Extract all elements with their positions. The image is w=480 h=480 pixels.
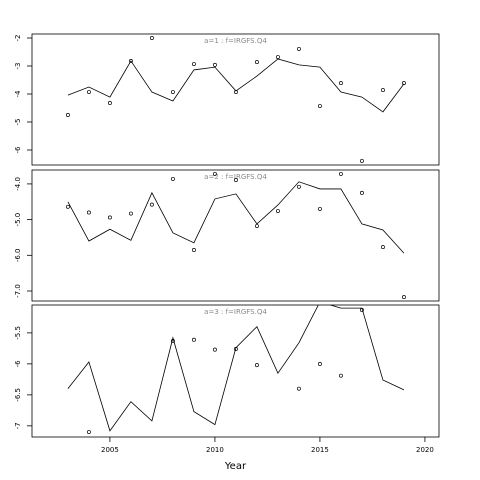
data-point (149, 202, 154, 207)
data-point (275, 209, 280, 213)
panel-frame (31, 33, 440, 166)
plot-area (67, 305, 405, 434)
data-point (191, 248, 196, 252)
data-point (191, 337, 196, 342)
data-point (233, 347, 238, 351)
data-point (107, 101, 112, 105)
data-point (317, 104, 322, 108)
data-point (401, 295, 406, 300)
data-point (359, 158, 364, 163)
data-point (86, 210, 91, 215)
data-point (296, 46, 301, 51)
y-tick-label: -7.0 (14, 284, 22, 298)
data-point (296, 386, 301, 391)
data-point (212, 62, 217, 67)
y-tick-label: -3 (14, 63, 22, 70)
data-point (275, 55, 280, 59)
data-point (317, 206, 322, 211)
data-point (128, 59, 133, 63)
data-point (170, 90, 175, 94)
plot-area (65, 36, 406, 163)
data-point (359, 190, 364, 195)
panel-title: a=3 : f=IRGFS.Q4 (204, 308, 267, 316)
y-tick-label: -7 (14, 422, 22, 429)
y-tick-label: -5.0 (14, 213, 22, 227)
panel-frame (31, 304, 440, 438)
y-tick-label: -6.0 (14, 248, 22, 262)
data-point (65, 113, 70, 117)
data-point (359, 308, 364, 312)
data-point (254, 224, 259, 228)
y-tick-label: -6 (14, 360, 22, 368)
data-point (338, 171, 343, 176)
data-point (212, 347, 217, 352)
data-point (380, 88, 385, 93)
y-tick-label: -2 (14, 35, 22, 42)
y-tick-label: -5.5 (14, 326, 22, 340)
data-point (65, 204, 70, 209)
data-point (149, 36, 154, 40)
y-tick-label: -6.5 (14, 388, 22, 402)
data-point (296, 184, 301, 189)
panel-frame (31, 169, 440, 302)
x-tick-label: 2005 (101, 446, 119, 454)
data-point (170, 176, 175, 181)
data-point (170, 338, 175, 343)
panel-title: a=1 : f=IRGFS.Q4 (204, 37, 267, 45)
x-tick-label: 2020 (416, 446, 434, 454)
data-point (380, 245, 385, 250)
data-point (233, 178, 238, 182)
plot-area (65, 171, 406, 300)
y-tick-label: -5 (14, 119, 22, 126)
series-line (67, 58, 405, 113)
data-point (233, 90, 238, 94)
data-point (86, 90, 91, 94)
data-point (191, 62, 196, 66)
data-point (338, 373, 343, 378)
data-point (212, 171, 217, 176)
data-point (107, 215, 112, 220)
series-line (67, 305, 405, 432)
y-tick-label: -4.0 (14, 177, 22, 191)
data-point (338, 81, 343, 86)
panel-title: a=2 : f=IRGFS.Q4 (204, 173, 267, 181)
y-tick-label: -6 (14, 146, 22, 154)
data-point (254, 363, 259, 368)
x-axis-label: Year (224, 461, 247, 472)
data-point (128, 211, 133, 216)
data-point (86, 430, 91, 434)
data-point (317, 361, 322, 366)
x-tick-label: 2015 (311, 446, 329, 454)
y-tick-label: -4 (14, 90, 22, 98)
data-point (401, 81, 406, 86)
series-line (67, 181, 405, 254)
data-point (254, 60, 259, 65)
x-tick-label: 2010 (206, 446, 224, 454)
